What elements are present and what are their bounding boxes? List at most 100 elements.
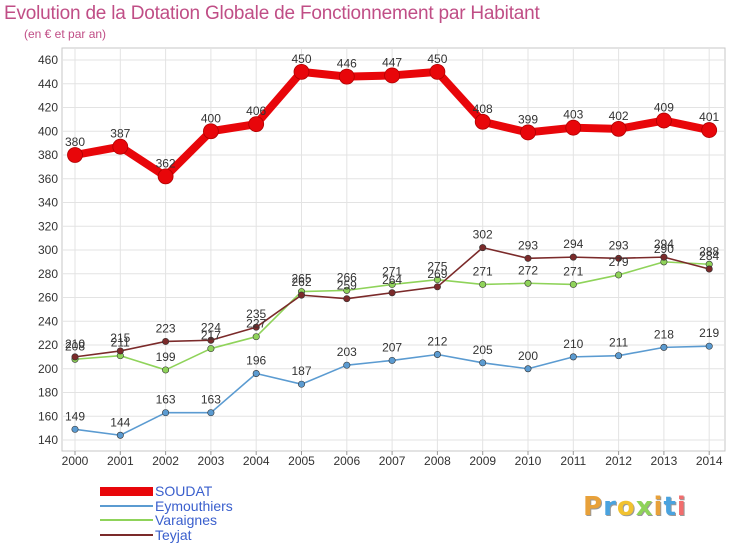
data-label-teyjat: 235 <box>246 307 266 321</box>
x-tick-label: 2001 <box>107 454 134 468</box>
data-point-teyjat <box>569 253 577 261</box>
data-label-varaignes: 279 <box>609 255 629 269</box>
y-tick-label: 320 <box>38 219 58 233</box>
logo-letter: x <box>635 492 654 522</box>
data-label-soudat: 450 <box>291 52 311 66</box>
data-label-varaignes: 271 <box>563 264 583 278</box>
data-label-soudat: 380 <box>65 135 85 149</box>
chart-subtitle: (en € et par an) <box>24 27 107 41</box>
legend-label: SOUDAT <box>155 483 213 499</box>
data-point-soudat <box>656 112 672 129</box>
data-point-teyjat <box>615 254 623 262</box>
data-point-eymouthiers <box>116 431 124 439</box>
data-label-soudat: 403 <box>563 108 583 122</box>
data-point-soudat <box>384 67 401 84</box>
data-label-soudat: 446 <box>337 57 357 71</box>
data-label-teyjat: 294 <box>654 237 674 251</box>
logo-letter: i <box>653 492 664 522</box>
legend-item: Eymouthiers <box>100 498 233 514</box>
data-label-soudat: 400 <box>201 111 221 125</box>
x-tick-label: 2002 <box>152 454 179 468</box>
data-label-varaignes: 288 <box>699 244 719 258</box>
data-point-teyjat <box>388 289 396 297</box>
data-point-soudat <box>157 168 174 185</box>
data-label-eymouthiers: 163 <box>156 393 176 407</box>
data-point-teyjat <box>479 244 487 252</box>
data-point-soudat <box>248 116 265 133</box>
data-label-eymouthiers: 149 <box>65 409 85 423</box>
data-point-eymouthiers <box>71 425 79 433</box>
data-label-teyjat: 302 <box>473 228 493 242</box>
data-point-teyjat <box>252 323 260 331</box>
logo-letter: i <box>676 492 687 522</box>
x-tick-label: 2013 <box>651 454 678 468</box>
y-tick-label: 220 <box>38 338 58 352</box>
data-label-varaignes: 217 <box>201 329 221 343</box>
data-point-teyjat <box>524 254 532 262</box>
data-label-teyjat: 215 <box>110 331 130 345</box>
data-point-teyjat <box>705 265 713 273</box>
data-label-varaignes: 271 <box>473 264 493 278</box>
x-tick-label: 2011 <box>560 454 586 468</box>
legend-item: Varaignes <box>100 513 233 528</box>
data-label-varaignes: 266 <box>337 270 357 284</box>
legend-swatch <box>100 519 153 522</box>
data-point-soudat <box>429 63 446 80</box>
data-label-eymouthiers: 203 <box>337 345 357 359</box>
data-label-soudat: 399 <box>518 112 538 126</box>
x-tick-label: 2007 <box>379 454 406 468</box>
data-label-soudat: 362 <box>156 156 176 170</box>
data-label-teyjat: 224 <box>201 320 221 334</box>
data-label-soudat: 401 <box>699 110 719 124</box>
y-tick-label: 260 <box>38 291 58 305</box>
data-point-soudat <box>610 120 627 137</box>
data-label-teyjat: 293 <box>609 238 629 252</box>
chart-title: Evolution de la Dotation Globale de Fonc… <box>4 3 540 24</box>
data-label-teyjat: 259 <box>337 279 357 293</box>
y-tick-label: 360 <box>38 172 58 186</box>
data-point-eymouthiers <box>297 380 305 388</box>
data-label-soudat: 402 <box>609 109 629 123</box>
data-label-eymouthiers: 210 <box>563 337 583 351</box>
data-point-soudat <box>474 113 491 130</box>
data-point-varaignes <box>388 280 396 288</box>
x-tick-label: 2003 <box>198 454 225 468</box>
data-label-teyjat: 264 <box>382 273 402 287</box>
data-label-soudat: 408 <box>473 102 493 116</box>
y-tick-label: 280 <box>38 267 58 281</box>
legend-item: SOUDAT <box>100 484 233 499</box>
data-label-soudat: 406 <box>246 104 266 118</box>
y-tick-label: 340 <box>38 196 58 210</box>
data-point-eymouthiers <box>569 353 577 361</box>
data-point-eymouthiers <box>388 356 396 364</box>
data-label-soudat: 450 <box>427 52 447 66</box>
y-tick-label: 180 <box>38 386 58 400</box>
data-label-varaignes: 199 <box>156 350 176 364</box>
data-label-eymouthiers: 218 <box>654 327 674 341</box>
data-label-varaignes: 290 <box>654 242 674 256</box>
logo-letter: t <box>663 492 677 522</box>
data-label-varaignes: 208 <box>65 339 85 353</box>
x-tick-label: 2010 <box>515 454 542 468</box>
logo-letter: o <box>616 492 636 522</box>
data-label-eymouthiers: 163 <box>201 393 221 407</box>
data-point-varaignes <box>615 271 623 279</box>
data-point-teyjat <box>660 253 668 261</box>
data-label-soudat: 409 <box>654 101 674 115</box>
y-tick-label: 440 <box>38 77 58 91</box>
data-point-soudat <box>338 68 355 85</box>
logo-letter: P <box>583 492 604 522</box>
data-point-teyjat <box>71 353 79 361</box>
data-point-varaignes <box>252 333 260 341</box>
data-point-eymouthiers <box>207 409 215 417</box>
y-tick-label: 140 <box>38 433 58 447</box>
legend-item: Teyjat <box>100 527 233 543</box>
data-label-varaignes: 275 <box>427 260 447 274</box>
data-point-eymouthiers <box>433 350 441 358</box>
y-tick-label: 240 <box>38 314 58 328</box>
data-label-eymouthiers: 207 <box>382 340 402 354</box>
data-point-eymouthiers <box>252 369 260 377</box>
x-tick-label: 2008 <box>424 454 451 468</box>
data-point-teyjat <box>297 291 305 299</box>
proxiti-logo: Proxiti <box>583 492 687 522</box>
